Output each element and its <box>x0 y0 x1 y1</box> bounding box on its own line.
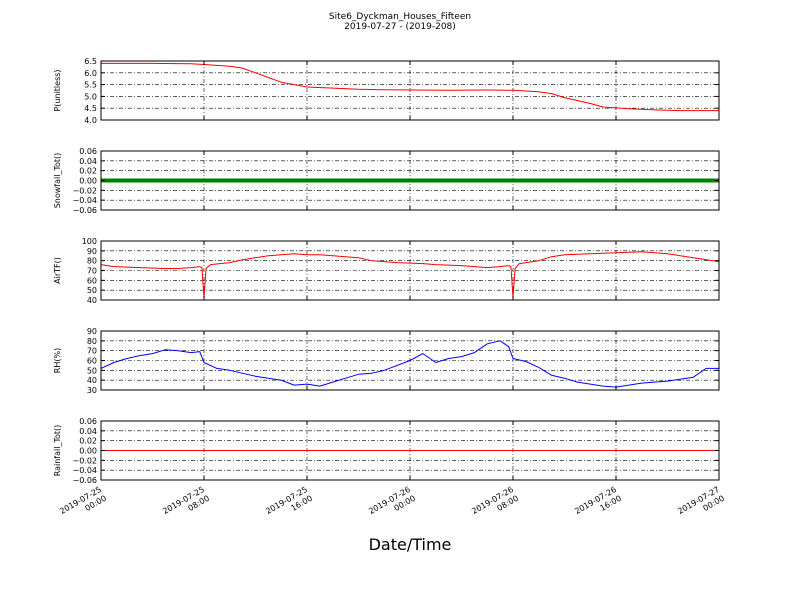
panel-4: −0.06−0.04−0.020.000.020.040.06 Rainfall_… <box>53 417 720 485</box>
panel-0: 4.0 4.5 5.0 5.5 6.0 6.5 P(unitless) <box>53 57 720 125</box>
x-axis-label: Date/Time <box>369 535 452 554</box>
y-tick-label: −0.02 <box>72 456 97 465</box>
y-tick-label: 60 <box>87 357 97 366</box>
y-tick-label: −0.04 <box>72 196 97 205</box>
y-axis-label: RH(%) <box>53 348 62 373</box>
y-axis-label: Snowfall_Tot() <box>53 153 62 209</box>
y-tick-label: 4.0 <box>84 116 97 125</box>
series-line-2-0 <box>100 251 720 299</box>
y-tick-label: 0.00 <box>79 447 97 456</box>
y-tick-label: 4.5 <box>84 104 97 113</box>
y-tick-label: −0.04 <box>72 466 97 475</box>
y-tick-label: −0.02 <box>72 186 97 195</box>
panel-1: −0.06−0.04−0.020.000.020.040.06 Snowfall_… <box>53 147 720 215</box>
series-line-0-0 <box>101 62 719 112</box>
y-tick-label: 0.04 <box>79 427 97 436</box>
y-tick-label: 70 <box>87 267 97 276</box>
y-tick-label: 5.5 <box>84 81 97 90</box>
y-tick-label: 60 <box>87 276 97 285</box>
y-tick-label: 80 <box>87 337 97 346</box>
x-tick-label: 2019-07-2508:00 <box>161 485 211 525</box>
series-line-3-0 <box>100 340 719 388</box>
y-tick-label: 50 <box>87 286 97 295</box>
chart-title: Site6_Dyckman_Houses_Fifteen <box>329 12 471 22</box>
y-tick-label: 90 <box>87 247 97 256</box>
y-tick-label: 80 <box>87 257 97 266</box>
x-tick-label: 2019-07-2516:00 <box>264 485 314 525</box>
y-tick-label: 5.0 <box>84 92 97 101</box>
y-axis-label: Rainfall_Tot() <box>53 425 62 477</box>
y-tick-label: 90 <box>87 327 97 336</box>
x-tick-label: 2019-07-2500:00 <box>58 485 108 525</box>
y-tick-label: 0.04 <box>79 157 97 166</box>
y-tick-label: 0.02 <box>79 167 97 176</box>
x-tick-label: 2019-07-2600:00 <box>367 485 417 525</box>
y-tick-label: −0.06 <box>72 476 97 485</box>
y-tick-label: 6.5 <box>84 57 97 66</box>
y-tick-label: 100 <box>82 237 97 246</box>
x-tick-label: 2019-07-2608:00 <box>470 485 520 525</box>
x-tick-label: 2019-07-2700:00 <box>676 485 726 525</box>
x-tick-label: 2019-07-2616:00 <box>573 485 623 525</box>
y-axis-label: P(unitless) <box>53 69 62 111</box>
y-tick-label: 0.06 <box>79 147 97 156</box>
y-axis-label: AirTF() <box>53 257 62 284</box>
y-tick-label: 30 <box>87 386 97 395</box>
y-tick-label: 0.02 <box>79 437 97 446</box>
y-tick-label: 6.0 <box>84 69 97 78</box>
y-tick-label: 40 <box>87 376 97 385</box>
chart-subtitle: 2019-07-27 - (2019-208) <box>344 22 456 32</box>
y-tick-label: 70 <box>87 347 97 356</box>
y-tick-label: 50 <box>87 366 97 375</box>
y-tick-label: 0.00 <box>79 177 97 186</box>
y-tick-label: 0.06 <box>79 417 97 426</box>
y-tick-label: 40 <box>87 296 97 305</box>
y-tick-label: −0.06 <box>72 206 97 215</box>
